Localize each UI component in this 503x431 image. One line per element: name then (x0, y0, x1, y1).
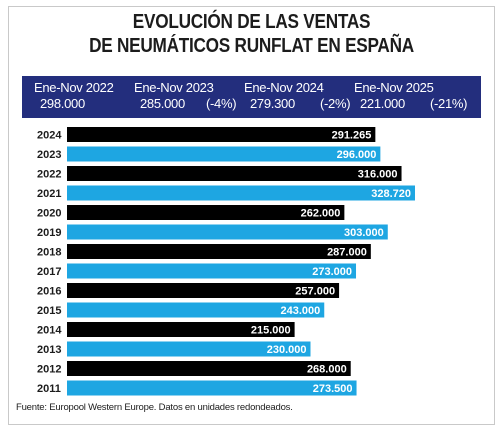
bar-2014 (67, 322, 295, 337)
period-value: 221.000 (360, 96, 405, 111)
bar-2017 (67, 263, 357, 279)
category-label-2017: 2017 (37, 266, 61, 278)
category-label-2012: 2012 (37, 364, 61, 376)
category-label-2016: 2016 (37, 286, 61, 298)
period-label: Ene-Nov 2022 (34, 80, 114, 95)
category-label-2021: 2021 (37, 188, 61, 200)
value-label-2011: 273.500 (313, 383, 353, 395)
category-label-2024: 2024 (37, 130, 62, 142)
value-label-2021: 328.720 (371, 188, 411, 200)
value-label-2018: 287.000 (327, 247, 367, 259)
period-change: (-21%) (430, 96, 468, 111)
category-label-2020: 2020 (37, 208, 61, 220)
value-label-2012: 268.000 (307, 364, 347, 376)
period-label: Ene-Nov 2025 (354, 80, 434, 95)
period-2025: Ene-Nov 2025 221.000 (-21%) (354, 80, 468, 112)
value-label-2019: 303.000 (344, 227, 384, 239)
title-line-1: EVOLUCIÓN DE LAS VENTAS (132, 11, 371, 33)
bar-2024 (67, 127, 376, 142)
bar-2016 (67, 283, 340, 298)
value-label-2017: 273.000 (312, 266, 352, 278)
period-label: Ene-Nov 2023 (134, 80, 214, 95)
bar-2013 (67, 341, 311, 357)
category-label-2014: 2014 (37, 325, 62, 337)
category-label-2013: 2013 (37, 344, 61, 356)
period-value: 298.000 (40, 96, 85, 111)
category-label-2022: 2022 (37, 169, 61, 181)
category-label-2023: 2023 (37, 149, 61, 161)
source-note: Fuente: Europool Western Europe. Datos e… (16, 402, 293, 413)
bar-2019 (67, 224, 388, 240)
period-2024: Ene-Nov 2024 279.300 (-2%) (244, 80, 351, 112)
period-value: 285.000 (140, 96, 185, 111)
value-label-2023: 296.000 (337, 149, 377, 161)
chart-title: EVOLUCIÓN DE LAS VENTAS DE NEUMÁTICOS RU… (35, 10, 468, 58)
category-label-2019: 2019 (37, 227, 61, 239)
category-label-2018: 2018 (37, 247, 61, 259)
bar-2022 (67, 166, 402, 181)
bar-2021 (67, 185, 415, 201)
value-label-2020: 262.000 (301, 208, 341, 220)
period-change: (-4%) (206, 96, 237, 111)
bar-2018 (67, 244, 371, 259)
value-label-2013: 230.000 (267, 344, 307, 356)
value-label-2024: 291.265 (332, 130, 372, 142)
bar-2012 (67, 361, 351, 376)
period-2023: Ene-Nov 2023 285.000 (-4%) (134, 80, 237, 112)
period-2022: Ene-Nov 2022 298.000 (34, 80, 114, 112)
bar-2015 (67, 302, 325, 318)
title-line-2: DE NEUMÁTICOS RUNFLAT EN ESPAÑA (89, 35, 414, 57)
value-label-2022: 316.000 (358, 169, 398, 181)
bar-2023 (67, 146, 381, 162)
bar-2020 (67, 205, 345, 220)
period-change: (-2%) (320, 96, 351, 111)
period-label: Ene-Nov 2024 (244, 80, 324, 95)
bar-2011 (67, 380, 357, 396)
value-label-2016: 257.000 (295, 286, 335, 298)
category-label-2015: 2015 (37, 305, 61, 317)
period-value: 279.300 (250, 96, 295, 111)
period-summary-band: Ene-Nov 2022 298.000 Ene-Nov 2023 285.00… (22, 76, 481, 118)
category-label-2011: 2011 (37, 383, 61, 395)
value-label-2015: 243.000 (280, 305, 320, 317)
value-label-2014: 215.000 (251, 325, 291, 337)
